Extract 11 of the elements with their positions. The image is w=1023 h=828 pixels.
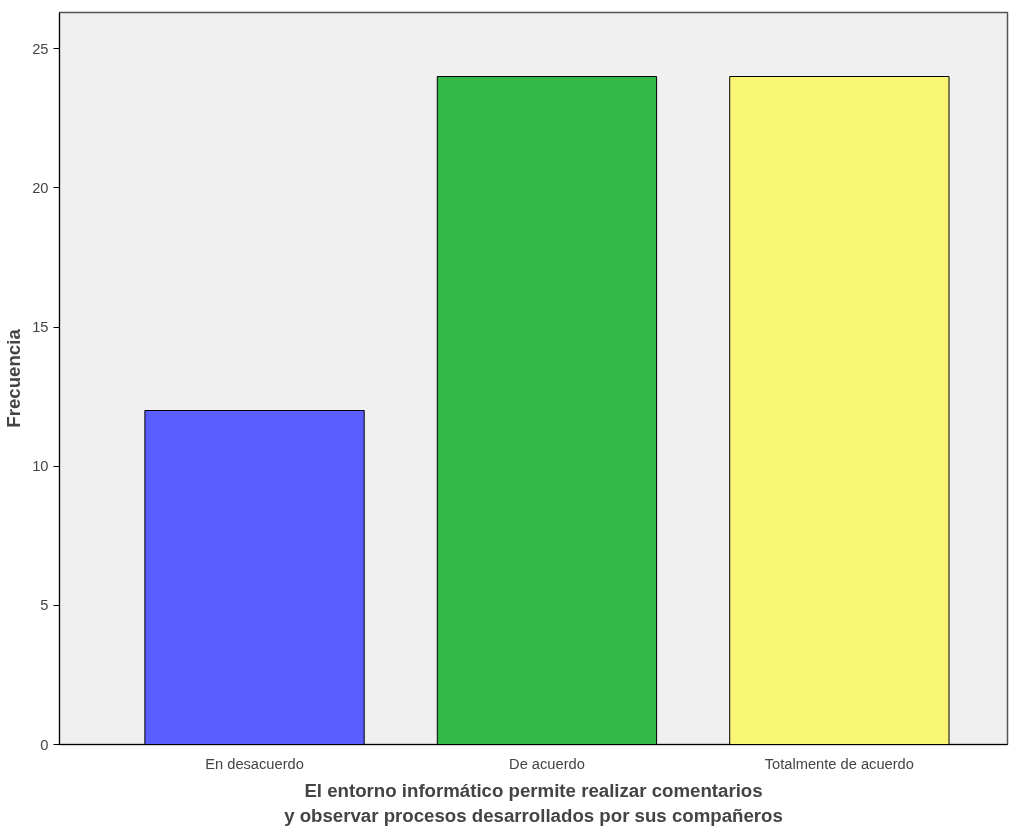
y-tick-label: 15 [32, 319, 49, 336]
y-tick-label: 10 [32, 458, 49, 475]
x-tick-label: En desacuerdo [205, 755, 304, 772]
y-tick-label: 20 [32, 179, 49, 196]
x-axis-title: El entorno informático permite realizar comentarios y observar procesos desarrollados por sus compañeros [284, 779, 783, 826]
y-tick-label: 25 [32, 40, 49, 57]
y-tick-label: 5 [40, 597, 49, 614]
x-tick-label: Totalmente de acuerdo [764, 755, 914, 772]
x-tick-label: De acuerdo [509, 755, 585, 772]
y-tick-label: 0 [40, 736, 49, 753]
y-axis-title: Frecuencia [3, 328, 25, 428]
